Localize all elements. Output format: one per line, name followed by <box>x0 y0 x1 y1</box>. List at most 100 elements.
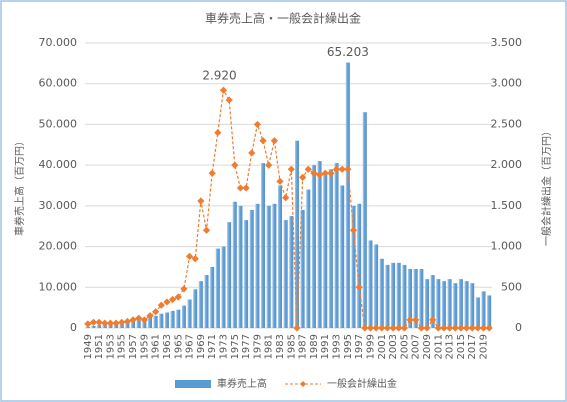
marker <box>440 324 448 332</box>
bar-shine <box>374 244 379 328</box>
bar-shine <box>170 310 175 328</box>
marker <box>163 298 171 306</box>
marker <box>462 324 471 332</box>
x-tick-label: 1989 <box>309 334 320 359</box>
y2-tick-label: 0 <box>515 321 522 334</box>
x-tick-label: 2011 <box>433 334 444 359</box>
marker <box>474 324 482 332</box>
bar-shine <box>351 205 356 328</box>
bar-shine <box>328 169 333 328</box>
marker <box>118 318 126 326</box>
marker <box>197 197 205 205</box>
bar-shine <box>317 161 322 328</box>
bar-shine <box>244 220 249 328</box>
bar-shine <box>210 266 215 328</box>
x-tick-label: 1999 <box>365 334 376 359</box>
x-tick-label: 1977 <box>241 334 252 359</box>
x-tick-label: 1957 <box>128 334 139 359</box>
bar-shine <box>481 291 486 328</box>
y-tick-label: 0 <box>70 321 77 334</box>
bar-shine <box>176 309 181 328</box>
bar-shine <box>232 201 237 328</box>
x-tick-label: 2007 <box>411 334 422 359</box>
x-tick-label: 2015 <box>456 334 467 359</box>
x-tick-label: 1969 <box>196 334 207 359</box>
bar-shine <box>91 325 96 328</box>
marker <box>315 171 324 179</box>
bar-shine <box>193 289 198 328</box>
bar-shine <box>181 305 186 328</box>
y-axis-label: 車券売上高（百万円） <box>13 136 26 236</box>
marker <box>101 319 109 327</box>
marker <box>140 316 148 324</box>
marker <box>236 184 245 192</box>
marker <box>485 324 493 332</box>
marker <box>378 324 386 332</box>
x-tick-label: 1959 <box>139 334 150 359</box>
marker <box>366 324 375 332</box>
bar-shine <box>215 248 220 328</box>
y2-tick-label: 500 <box>501 280 522 293</box>
marker <box>344 165 352 173</box>
x-tick-label: 1955 <box>117 334 128 359</box>
marker <box>225 96 233 104</box>
bar-shine <box>227 222 232 328</box>
x-tick-label: 1967 <box>185 334 196 359</box>
marker <box>446 324 454 332</box>
bar-shine <box>272 203 277 328</box>
marker <box>214 128 222 137</box>
marker <box>123 317 131 326</box>
marker <box>372 324 380 332</box>
y2-tick-label: 3.000 <box>491 77 523 90</box>
marker <box>84 320 92 328</box>
bar-shine <box>198 281 203 328</box>
bar-shine <box>379 258 384 328</box>
marker <box>338 165 346 173</box>
marker <box>242 184 250 192</box>
legend-swatch <box>175 380 211 388</box>
y2-tick-label: 1.000 <box>491 240 523 253</box>
marker <box>429 316 437 324</box>
bar-shine <box>164 312 169 328</box>
marker <box>219 86 228 94</box>
bar-shine <box>300 209 305 328</box>
x-tick-label: 1953 <box>105 334 116 359</box>
bar-shine <box>453 283 458 328</box>
legend-label: 一般会計繰出金 <box>327 377 397 390</box>
marker <box>383 324 392 332</box>
bar-shine <box>391 262 396 328</box>
bar-shine <box>323 173 328 328</box>
bar-shine <box>255 203 260 328</box>
marker <box>253 120 262 129</box>
y2-tick-label: 2.000 <box>491 158 523 171</box>
bar-shine <box>261 163 266 328</box>
bar-shine <box>266 205 271 328</box>
bar-shine <box>340 185 345 328</box>
bar-shine <box>419 268 424 328</box>
bar-shine <box>187 299 192 328</box>
x-tick-label: 1951 <box>94 334 105 359</box>
bar-shine <box>148 317 152 328</box>
x-tick-label: 2019 <box>479 334 490 359</box>
x-tick-label: 1997 <box>354 334 365 359</box>
marker <box>451 324 459 332</box>
y2-tick-label: 3.500 <box>491 36 523 49</box>
bar-shine <box>221 246 226 328</box>
bar-shine <box>425 279 429 328</box>
marker <box>361 324 369 332</box>
marker <box>321 169 329 177</box>
bar-shine <box>153 315 158 328</box>
bar-shine <box>345 62 350 329</box>
bar-shine <box>362 112 367 328</box>
x-tick-label: 1975 <box>230 334 241 359</box>
marker <box>248 149 256 157</box>
marker <box>202 226 211 234</box>
marker <box>468 324 476 332</box>
marker <box>95 318 103 326</box>
bar-shine <box>402 264 407 328</box>
legend-marker <box>300 381 306 387</box>
bar-shine <box>408 268 413 328</box>
bar-shine <box>396 262 401 328</box>
y2-tick-label: 1.500 <box>491 199 523 212</box>
bar-shine <box>97 325 102 328</box>
